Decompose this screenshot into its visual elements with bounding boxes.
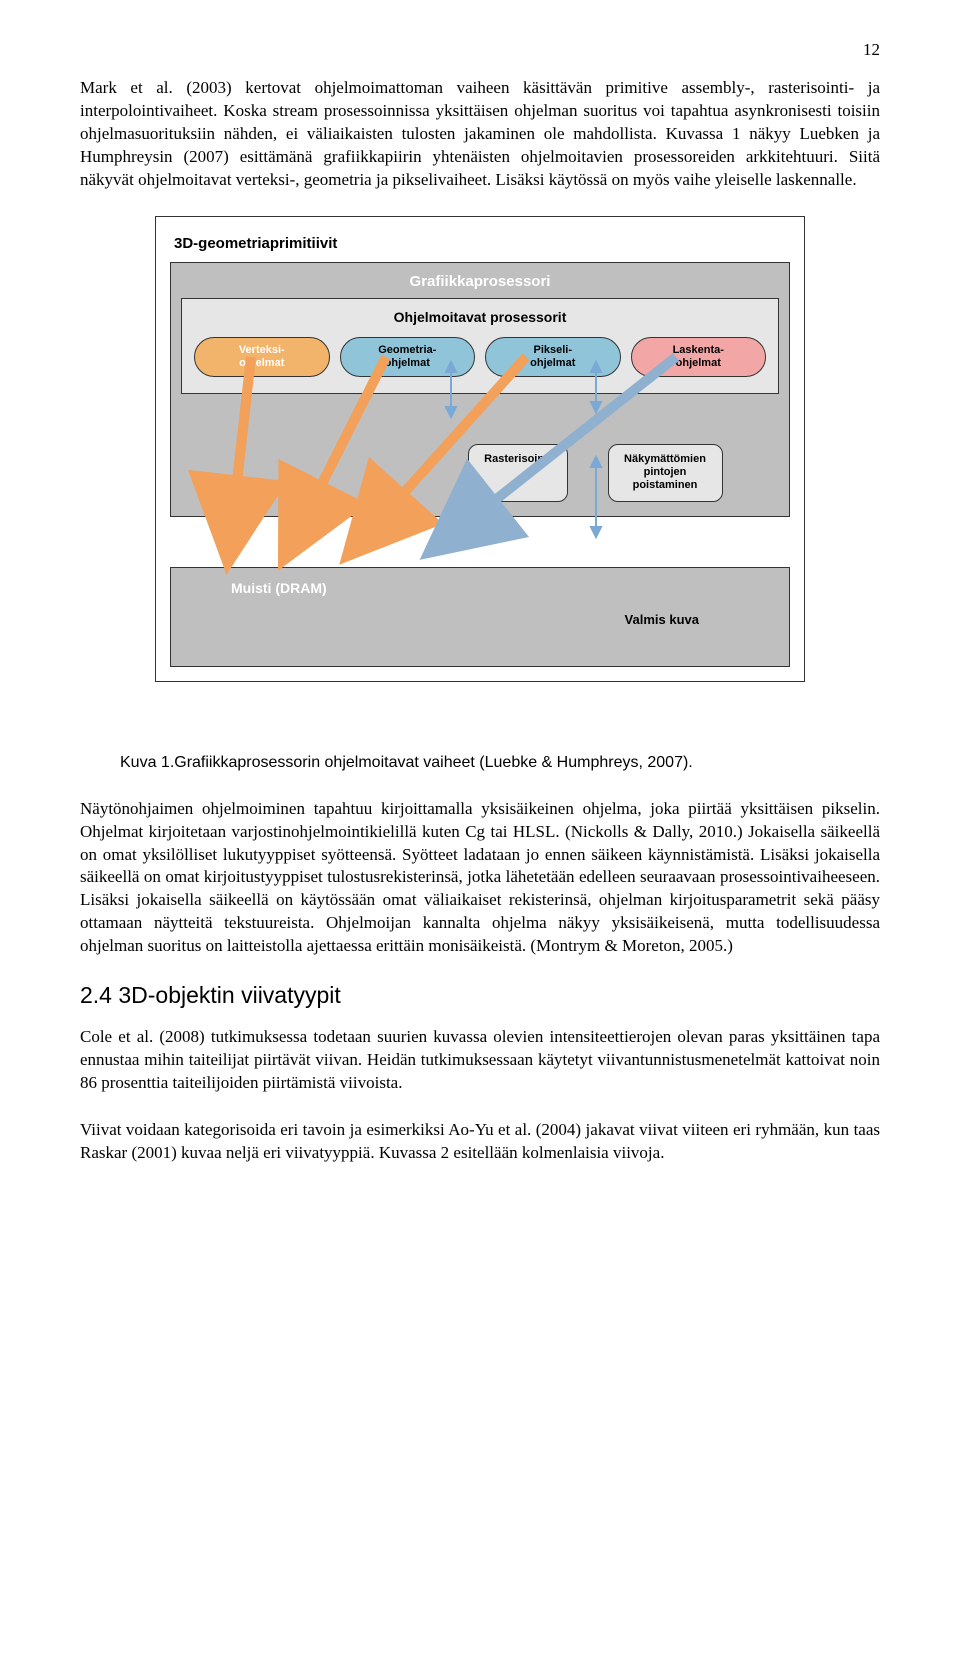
dram-box: Muisti (DRAM) Valmis kuva <box>170 567 790 667</box>
chips-row: Verteksi-ohjelmat Geometria-ohjelmat Pik… <box>194 337 766 377</box>
paragraph-3: Cole et al. (2008) tutkimuksessa todetaa… <box>80 1026 880 1095</box>
chip-compute: Laskenta-ohjelmat <box>631 337 767 377</box>
page-number: 12 <box>80 40 880 60</box>
processors-title: Ohjelmoitavat prosessorit <box>194 309 766 325</box>
valmis-kuva-label: Valmis kuva <box>625 612 699 627</box>
chip-pixel: Pikseli-ohjelmat <box>485 337 621 377</box>
diagram-outer-title: 3D-geometriaprimitiivit <box>174 235 790 252</box>
mid-row: Rasterisointi Näkymättömienpintojenpoist… <box>411 444 779 502</box>
chip-rasterize: Rasterisointi <box>468 444 568 502</box>
chip-geometry: Geometria-ohjelmat <box>340 337 476 377</box>
paragraph-4: Viivat voidaan kategorisoida eri tavoin … <box>80 1119 880 1165</box>
diagram-outer-panel: 3D-geometriaprimitiivit Grafiikkaprosess… <box>155 216 805 682</box>
processors-box: Ohjelmoitavat prosessorit Verteksi-ohjel… <box>181 298 779 394</box>
dram-label: Muisti (DRAM) <box>231 580 327 596</box>
figure-1-caption: Kuva 1.Grafiikkaprosessorin ohjelmoitava… <box>120 754 880 772</box>
chip-vertex: Verteksi-ohjelmat <box>194 337 330 377</box>
paragraph-1: Mark et al. (2003) kertovat ohjelmoimatt… <box>80 77 880 192</box>
paragraph-2: Näytönohjaimen ohjelmoiminen tapahtuu ki… <box>80 798 880 959</box>
chip-hidden-surface: Näkymättömienpintojenpoistaminen <box>608 444 723 502</box>
gpu-box: Grafiikkaprosessori Ohjelmoitavat proses… <box>170 262 790 517</box>
figure-1-diagram: 3D-geometriaprimitiivit Grafiikkaprosess… <box>155 216 805 682</box>
section-heading-2-4: 2.4 3D-objektin viivatyypit <box>80 982 880 1009</box>
gpu-title: Grafiikkaprosessori <box>181 273 779 290</box>
